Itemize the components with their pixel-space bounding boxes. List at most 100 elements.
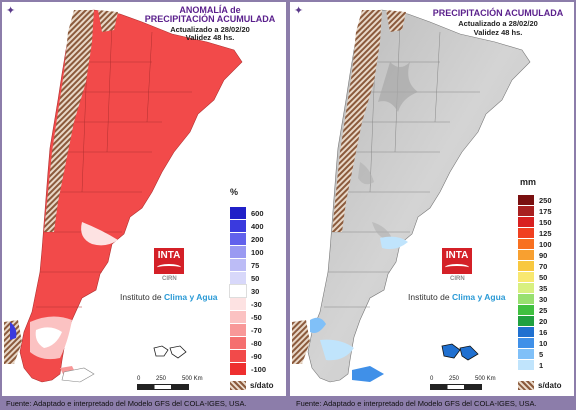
left-updated: Actualizado a 28/02/20 <box>170 25 250 34</box>
scale-label-250: 250 <box>156 376 167 382</box>
legend-label: 600 <box>251 208 264 218</box>
legend-swatch <box>518 338 534 348</box>
legend-row: 16 <box>518 327 547 337</box>
legend-swatch <box>518 360 534 370</box>
legend-label: 150 <box>539 217 552 227</box>
legend-label: 70 <box>539 261 548 271</box>
legend-label: 100 <box>251 247 264 257</box>
legend-swatch <box>518 283 534 293</box>
left-unit-label: % <box>230 187 239 197</box>
legend-swatch <box>518 239 534 249</box>
legend-row: 150 <box>518 217 552 227</box>
legend-label: 50 <box>251 273 260 283</box>
legend-swatch <box>230 272 246 284</box>
right-nodata-legend: s/dato <box>518 381 562 390</box>
legend-row: -90 <box>230 350 262 362</box>
legend-label: -90 <box>251 351 262 361</box>
legend-row: 5 <box>518 349 543 359</box>
legend-swatch <box>518 228 534 238</box>
legend-row: 100 <box>230 246 264 258</box>
legend-swatch <box>230 298 246 310</box>
compass-icon: ✦ <box>294 5 304 17</box>
legend-swatch <box>230 337 246 349</box>
anomaly-legend: 600 400 200 100 75 50 30 -30 -50 -70 -80 -90 -100 <box>229 207 284 377</box>
institute-name: Instituto de Clima y Agua <box>408 292 506 302</box>
legend-row: 100 <box>518 239 552 249</box>
legend-label: -30 <box>251 299 262 309</box>
legend-row: 250 <box>518 195 552 205</box>
legend-swatch <box>518 349 534 359</box>
left-title-line2: PRECIPITACIÓN ACUMULADA <box>144 14 276 24</box>
legend-row: -70 <box>230 324 262 336</box>
legend-swatch <box>229 284 247 298</box>
legend-swatch <box>518 272 534 282</box>
legend-row: -80 <box>230 337 262 349</box>
nodata-hatch-swatch <box>518 381 534 390</box>
right-unit-label: mm <box>520 177 537 187</box>
legend-row: -50 <box>230 311 262 323</box>
legend-label: 10 <box>539 338 548 348</box>
legend-row: -30 <box>230 298 262 310</box>
precipitation-panel: ✦ PRECIPITACIÓN ACUMULADA Actualizado a … <box>290 2 574 396</box>
anomaly-map <box>4 9 243 383</box>
legend-row: 35 <box>518 283 547 293</box>
legend-label: 20 <box>539 316 548 326</box>
legend-row: 70 <box>518 261 547 271</box>
legend-row: 90 <box>518 250 547 260</box>
scale-label-0: 0 <box>430 376 434 382</box>
legend-row: 600 <box>230 207 264 219</box>
legend-swatch <box>230 311 246 323</box>
legend-label: 50 <box>539 272 548 282</box>
right-updated: Actualizado a 28/02/20 <box>458 19 538 28</box>
legend-label: 1 <box>539 360 544 370</box>
right-title: PRECIPITACIÓN ACUMULADA <box>432 8 564 18</box>
legend-label: 90 <box>539 250 548 260</box>
legend-swatch <box>518 294 534 304</box>
legend-swatch <box>518 305 534 315</box>
institute-name: Instituto de Clima y Agua <box>120 292 218 302</box>
legend-row: 50 <box>518 272 547 282</box>
legend-swatch <box>518 316 534 326</box>
legend-label: -50 <box>251 312 262 322</box>
legend-label: 35 <box>539 283 548 293</box>
legend-label: 5 <box>539 349 544 359</box>
legend-swatch <box>230 246 246 258</box>
legend-swatch <box>518 327 534 337</box>
scale-label-500: 500 Km <box>182 376 203 382</box>
legend-row: -100 <box>230 363 266 375</box>
legend-swatch <box>230 324 246 336</box>
legend-label: 125 <box>539 228 552 238</box>
legend-row: 175 <box>518 206 552 216</box>
right-validity: Validez 48 hs. <box>473 28 523 37</box>
legend-label: 175 <box>539 206 552 216</box>
legend-label: -100 <box>251 364 267 374</box>
legend-swatch <box>230 220 246 232</box>
legend-label: -70 <box>251 325 262 335</box>
legend-swatch <box>230 259 246 271</box>
inta-logo: INTA <box>154 248 184 274</box>
left-nodata-legend: s/dato <box>230 381 274 390</box>
legend-row: 1 <box>518 360 543 370</box>
legend-label: 75 <box>251 260 260 270</box>
legend-swatch <box>230 207 246 219</box>
anomaly-panel: ✦ ANOMALÍA de PRECIPITACIÓN ACUMULADA Ac… <box>2 2 286 396</box>
legend-row: 200 <box>230 233 264 245</box>
legend-swatch <box>518 261 534 271</box>
scale-label-500: 500 Km <box>475 376 496 382</box>
compass-icon: ✦ <box>6 5 16 17</box>
legend-swatch <box>518 206 534 216</box>
legend-label: 100 <box>539 239 552 249</box>
legend-row: 25 <box>518 305 547 315</box>
legend-swatch <box>230 233 246 245</box>
scale-bar <box>430 384 482 390</box>
legend-row: 30 <box>518 294 547 304</box>
precipitation-legend: 250 175 150 125 100 90 70 50 35 30 25 20 16 10 5 1 <box>518 195 572 375</box>
legend-label: 30 <box>539 294 548 304</box>
legend-row: 125 <box>518 228 552 238</box>
legend-row: 10 <box>518 338 547 348</box>
legend-row: 75 <box>230 259 259 271</box>
scale-label-0: 0 <box>137 376 141 382</box>
left-footer: Fuente: Adaptado e interpretado del Mode… <box>6 399 247 408</box>
legend-label: 200 <box>251 234 264 244</box>
legend-label: 25 <box>539 305 548 315</box>
